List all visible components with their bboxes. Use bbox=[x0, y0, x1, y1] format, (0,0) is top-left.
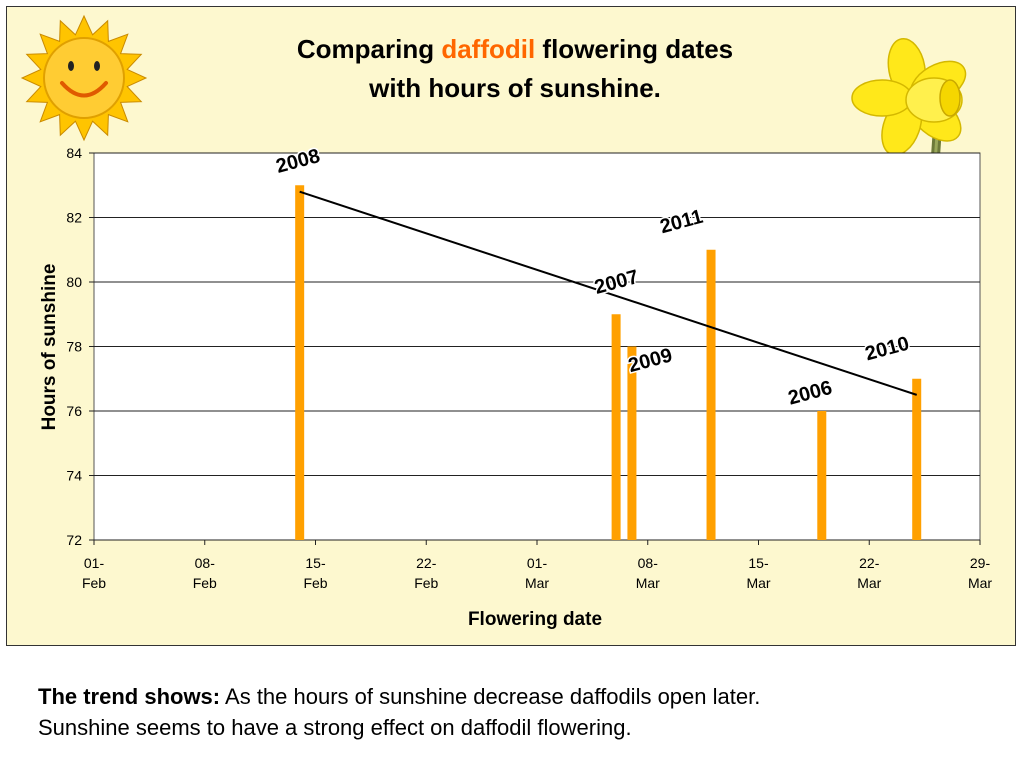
trendline bbox=[299, 190, 918, 396]
bar-2011 bbox=[706, 249, 716, 540]
bar-2010 bbox=[912, 378, 922, 540]
title-line1-after: flowering dates bbox=[535, 34, 734, 64]
y-tick-label: 74 bbox=[66, 468, 82, 484]
x-tick-label: 22-Mar bbox=[857, 555, 881, 591]
x-axis-ticks: 01-Feb 08-Feb 15-Feb 22-Feb 01-Mar 08-Mar 15-M… bbox=[82, 540, 992, 591]
x-tick-label: 15-Feb bbox=[303, 555, 327, 591]
title-highlight-word: daffodil bbox=[441, 34, 536, 64]
y-tick-label: 84 bbox=[66, 145, 82, 161]
y-tick-label: 82 bbox=[66, 210, 82, 226]
sun-smiley-icon bbox=[20, 14, 148, 142]
x-tick-label: 01-Mar bbox=[525, 555, 549, 591]
bars bbox=[295, 185, 922, 540]
caption-line1: As the hours of sunshine decrease daffod… bbox=[225, 684, 761, 709]
y-axis-label: Hours of sunshine bbox=[39, 264, 60, 431]
caption-lead: The trend shows: bbox=[38, 684, 221, 709]
x-tick-label: 29-Mar bbox=[968, 555, 992, 591]
daffodil-flower-icon bbox=[851, 37, 967, 241]
caption: The trend shows: As the hours of sunshin… bbox=[38, 681, 998, 743]
y-tick-label: 72 bbox=[66, 532, 82, 548]
y-tick-label: 76 bbox=[66, 403, 82, 419]
x-axis-label: Flowering date bbox=[468, 609, 602, 630]
chart-title: Comparing daffodil flowering dates with … bbox=[190, 30, 840, 108]
x-tick-label: 15-Mar bbox=[746, 555, 770, 591]
x-tick-label: 22-Feb bbox=[414, 555, 438, 591]
bar-2009 bbox=[627, 346, 637, 540]
bar-2007 bbox=[611, 314, 621, 540]
title-line1-before: Comparing bbox=[296, 34, 442, 64]
caption-line2: Sunshine seems to have a strong effect o… bbox=[38, 715, 632, 740]
bar-2008 bbox=[295, 185, 305, 540]
x-tick-label: 01-Feb bbox=[82, 555, 106, 591]
title-line2: with hours of sunshine. bbox=[369, 73, 661, 103]
y-tick-label: 80 bbox=[66, 274, 82, 290]
y-axis-ticks: 72 74 76 78 80 82 84 bbox=[66, 145, 94, 548]
x-tick-label: 08-Feb bbox=[193, 555, 217, 591]
y-tick-label: 78 bbox=[66, 339, 82, 355]
x-tick-label: 08-Mar bbox=[636, 555, 660, 591]
bar-2006 bbox=[817, 411, 827, 540]
trendline-group bbox=[299, 190, 918, 396]
